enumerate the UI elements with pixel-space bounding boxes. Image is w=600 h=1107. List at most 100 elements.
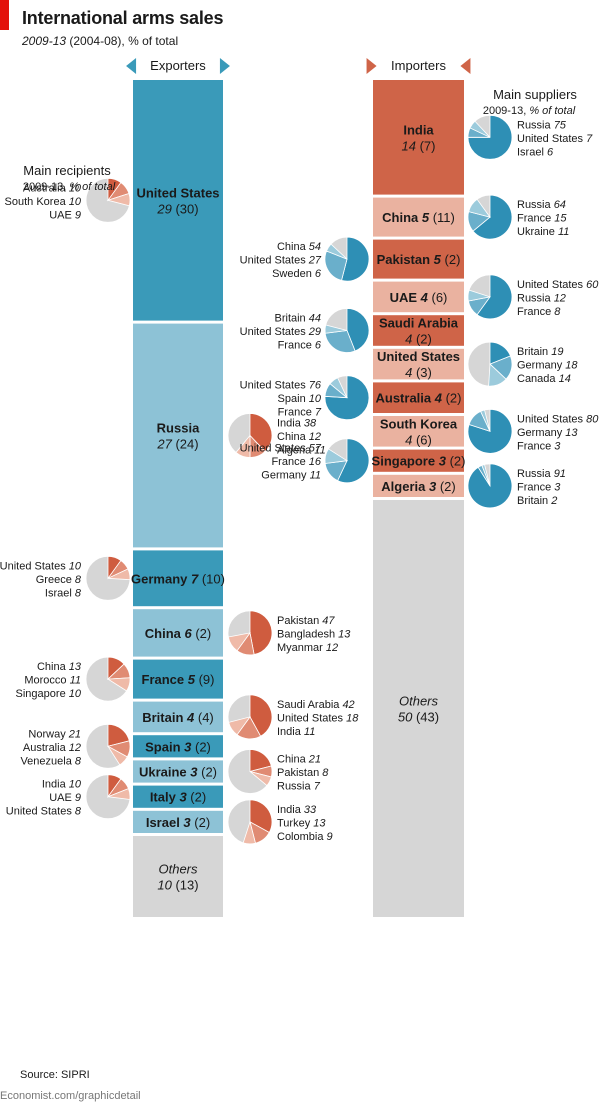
importer-india-supplier-label-name: Russia (517, 119, 554, 131)
importer-singapore-suppliers-pie-slice-1 (337, 438, 370, 484)
exporter-china-recipient-label-2: Bangladesh 13 (277, 628, 351, 640)
exporter-germany-recipients-pie-slice-3 (107, 568, 131, 581)
importer-saudi-arabia-supplier-label-1: Britain 44 (275, 313, 322, 325)
importer-algeria-share: 3 (429, 479, 437, 494)
importer-uae-supplier-label-value: 12 (554, 292, 566, 304)
exporter-spain-share: 3 (184, 739, 192, 754)
importer-china-supplier-label-value: 11 (558, 226, 569, 238)
exporter-britain-recipient-label-1: Saudi Arabia 42 (277, 699, 355, 711)
exporter-others-share-prev: (13) (172, 878, 199, 893)
importer-china-name: China (382, 210, 422, 225)
importer-australia-name: Australia (376, 391, 435, 406)
exporter-france-recipient-label-name: China (37, 661, 69, 673)
exporter-france-name: France (142, 672, 188, 687)
main-recipients-title: Main recipients (23, 163, 111, 178)
exporter-britain-recipient-label-name: Saudi Arabia (277, 699, 342, 711)
importer-united-states-bar (373, 348, 464, 380)
exporter-united-states-share-prev: (30) (172, 201, 199, 216)
exporter-france-recipient-label-2: Morocco 11 (24, 675, 81, 687)
importer-india-supplier-label-3: Israel 6 (517, 146, 554, 158)
importer-saudi-arabia-supplier-label-value: 44 (309, 313, 321, 325)
exporter-france-label: France 5 (9) (142, 672, 215, 687)
importer-australia-share: 4 (434, 391, 443, 406)
importer-saudi-arabia-name-text: Saudi Arabia (379, 316, 459, 331)
exporter-germany-share-prev: (10) (198, 571, 225, 586)
main-suppliers-title: Main suppliers (493, 87, 577, 102)
importer-pakistan-supplier-label-value: 27 (308, 255, 322, 267)
exporter-germany-recipient-label-name: Israel (45, 587, 75, 599)
importer-singapore-suppliers-pie-slice-3 (324, 448, 349, 464)
importer-china-supplier-label-value: 64 (554, 199, 566, 211)
importer-uae-name: UAE (390, 290, 421, 305)
importer-algeria-supplier-label-value: 3 (554, 481, 561, 493)
exporter-china-recipient-label-name: Myanmar (277, 642, 326, 654)
importer-saudi-arabia-supplier-label-name: France (278, 340, 315, 352)
chart-subtitle: 2009-13 (2004-08), % of total (22, 34, 178, 48)
exporter-ukraine-share-prev: (2) (198, 765, 218, 780)
exporter-russia-recipient-label-value: 12 (309, 431, 321, 443)
exporter-italy-recipients-pie-slice-3 (107, 788, 131, 800)
exporter-spain-bar (133, 735, 223, 758)
importer-uae-supplier-label-value: 8 (554, 306, 561, 318)
exporter-italy-recipient-label-2: UAE 9 (49, 792, 81, 804)
importer-india-supplier-label-value: 75 (554, 119, 567, 131)
importer-china-suppliers-pie-slice-3 (468, 198, 491, 218)
exporter-italy-recipient-label-1: India 10 (42, 779, 82, 791)
exporter-united-states-recipient-label-name: Australia (23, 182, 69, 194)
importer-algeria-supplier-label-name: France (517, 481, 554, 493)
importer-algeria-supplier-label-3: Britain 2 (517, 495, 557, 507)
exporter-china-recipient-label-3: Myanmar 12 (277, 642, 338, 654)
exporter-china-recipients-pie-slice-3 (227, 632, 251, 652)
exporter-united-states-name-text: United States (136, 185, 219, 200)
importer-saudi-arabia-values: 4 (2) (405, 332, 432, 347)
exporter-ukraine-name: Ukraine (139, 765, 190, 780)
exporters-header: Exporters (150, 58, 206, 73)
importer-united-states-suppliers-pie-slice-3 (488, 363, 507, 387)
importer-china-supplier-label-3: Ukraine 11 (517, 226, 569, 238)
importer-south-korea-supplier-label-value: 80 (586, 413, 599, 425)
exporter-britain-bar (133, 701, 223, 733)
exporter-britain-recipient-label-name: United States (277, 712, 346, 724)
exporters-left-arrow-icon (126, 58, 137, 74)
exporter-united-states-recipient-label-name: South Korea (5, 196, 69, 208)
exporter-britain-share-prev: (4) (194, 710, 214, 725)
importer-australia-suppliers-pie-slice-3 (329, 377, 348, 399)
importer-uae-share-prev: (6) (428, 290, 448, 305)
importer-china-label: China 5 (11) (382, 210, 455, 225)
importer-algeria-name: Algeria (381, 479, 429, 494)
importer-saudi-arabia-supplier-label-name: United States (240, 326, 309, 338)
exporter-israel-recipient-label-value: 13 (313, 817, 326, 829)
exporter-germany-label: Germany 7 (10) (131, 571, 225, 586)
exporter-ukraine-recipient-label-name: Pakistan (277, 767, 322, 779)
exporter-israel-recipient-label-name: Turkey (277, 817, 313, 829)
exporter-france-recipient-label-3: Singapore 10 (16, 688, 82, 700)
importer-uae-supplier-label-name: Russia (517, 292, 554, 304)
importer-uae-bar (373, 281, 464, 313)
importer-india-share: 14 (402, 138, 416, 153)
importer-india-name: India (403, 122, 434, 137)
exporter-france-recipient-label-value: 11 (70, 675, 81, 687)
importer-singapore-supplier-label-value: 11 (310, 470, 321, 482)
exporter-russia-recipient-label-name: India (277, 418, 304, 430)
exporter-britain-recipient-label-value: 11 (304, 726, 315, 738)
exporter-united-states-share: 29 (156, 201, 171, 216)
exporter-italy-share: 3 (179, 790, 187, 805)
importer-pakistan-label: Pakistan 5 (2) (377, 252, 461, 267)
exporter-russia-recipient-label-3: Algeria 11 (277, 445, 326, 457)
exporter-ukraine-bar (133, 760, 223, 783)
importer-saudi-arabia-share-prev: (2) (412, 332, 432, 347)
exporter-italy-recipient-label-value: 9 (75, 792, 81, 804)
credit-url: Economist.com/graphicdetail (0, 1090, 141, 1102)
exporter-france-recipient-label-value: 13 (69, 661, 82, 673)
importer-australia-supplier-label-name: Spain (278, 393, 309, 405)
exporter-britain-recipient-label-name: India (277, 726, 304, 738)
importer-singapore-supplier-label-value: 16 (309, 456, 322, 468)
exporter-russia-share: 27 (156, 437, 172, 452)
importer-singapore-supplier-label-name: Germany (261, 470, 309, 482)
importer-united-states-supplier-label-value: 14 (559, 373, 571, 385)
importer-saudi-arabia-supplier-label-name: Britain (275, 313, 309, 325)
exporter-israel-recipients-pie-slice-3 (242, 820, 256, 845)
exporter-russia-recipients-pie-slice-1 (249, 413, 273, 453)
main-recipients-subtitle: 2009-13, % of total (23, 181, 116, 193)
